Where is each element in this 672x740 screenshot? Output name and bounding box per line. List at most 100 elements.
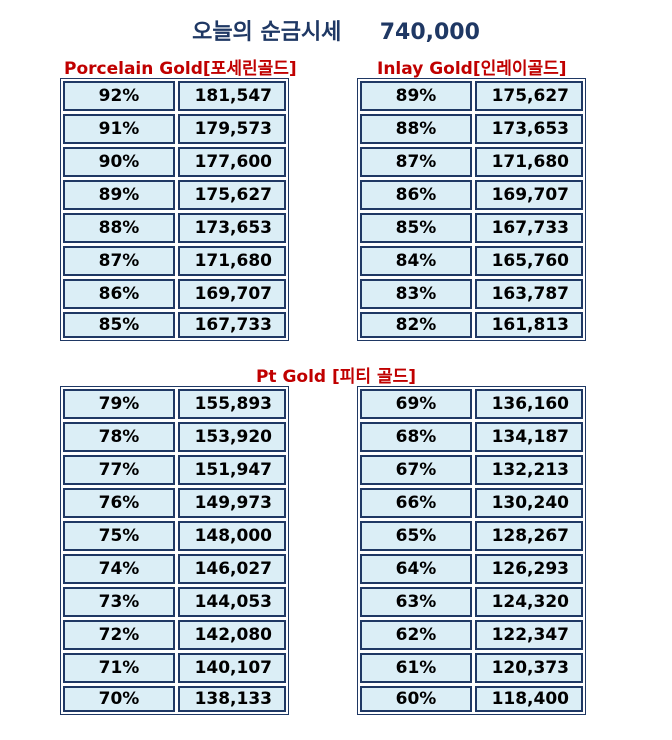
purity-cell: 88% — [360, 114, 472, 144]
purity-cell: 77% — [63, 455, 175, 485]
table-row: 62% 122,347 — [360, 620, 583, 650]
purity-cell: 73% — [63, 587, 175, 617]
table-row: 89% 175,627 — [63, 180, 286, 210]
price-cell: 177,600 — [178, 147, 286, 177]
price-cell: 122,347 — [475, 620, 583, 650]
price-cell: 151,947 — [178, 455, 286, 485]
table-row: 88% 173,653 — [63, 213, 286, 243]
purity-cell: 60% — [360, 686, 472, 712]
purity-cell: 86% — [63, 279, 175, 309]
purity-cell: 92% — [63, 81, 175, 111]
table-row: 86% 169,707 — [63, 279, 286, 309]
table-row: 85% 167,733 — [63, 312, 286, 338]
purity-cell: 66% — [360, 488, 472, 518]
table-row: 77% 151,947 — [63, 455, 286, 485]
table-row: 87% 171,680 — [63, 246, 286, 276]
table-row: 83% 163,787 — [360, 279, 583, 309]
purity-cell: 89% — [360, 81, 472, 111]
purity-cell: 87% — [360, 147, 472, 177]
price-cell: 136,160 — [475, 389, 583, 419]
page-title: 오늘의 순금시세 740,000 — [192, 20, 480, 45]
purity-cell: 63% — [360, 587, 472, 617]
table-row: 66% 130,240 — [360, 488, 583, 518]
price-cell: 169,707 — [475, 180, 583, 210]
purity-cell: 67% — [360, 455, 472, 485]
pt-gold-table-left: 79% 155,893 78% 153,920 77% 151,947 76% 149,973… — [60, 386, 289, 715]
purity-cell: 91% — [63, 114, 175, 144]
table-row: 70% 138,133 — [63, 686, 286, 712]
table-row: 75% 148,000 — [63, 521, 286, 551]
table-row: 79% 155,893 — [63, 389, 286, 419]
price-cell: 169,707 — [178, 279, 286, 309]
purity-cell: 75% — [63, 521, 175, 551]
price-cell: 120,373 — [475, 653, 583, 683]
purity-cell: 82% — [360, 312, 472, 338]
price-cell: 173,653 — [475, 114, 583, 144]
price-cell: 130,240 — [475, 488, 583, 518]
purity-cell: 74% — [63, 554, 175, 584]
table-row: 74% 146,027 — [63, 554, 286, 584]
table-row: 71% 140,107 — [63, 653, 286, 683]
purity-cell: 79% — [63, 389, 175, 419]
price-cell: 126,293 — [475, 554, 583, 584]
inlay-gold-heading: Inlay Gold[인레이골드] — [377, 59, 567, 79]
table-row: 72% 142,080 — [63, 620, 286, 650]
purity-cell: 78% — [63, 422, 175, 452]
purity-cell: 72% — [63, 620, 175, 650]
table-row: 68% 134,187 — [360, 422, 583, 452]
price-cell: 149,973 — [178, 488, 286, 518]
table-row: 78% 153,920 — [63, 422, 286, 452]
table-row: 73% 144,053 — [63, 587, 286, 617]
price-cell: 167,733 — [178, 312, 286, 338]
pt-gold-table-right: 69% 136,160 68% 134,187 67% 132,213 66% 130,240… — [357, 386, 586, 715]
price-cell: 163,787 — [475, 279, 583, 309]
purity-cell: 64% — [360, 554, 472, 584]
table-row: 82% 161,813 — [360, 312, 583, 338]
price-cell: 142,080 — [178, 620, 286, 650]
table-row: 88% 173,653 — [360, 114, 583, 144]
price-cell: 148,000 — [178, 521, 286, 551]
table-row: 89% 175,627 — [360, 81, 583, 111]
purity-cell: 65% — [360, 521, 472, 551]
purity-cell: 89% — [63, 180, 175, 210]
purity-cell: 68% — [360, 422, 472, 452]
price-cell: 161,813 — [475, 312, 583, 338]
price-cell: 179,573 — [178, 114, 286, 144]
porcelain-gold-heading: Porcelain Gold[포세린골드] — [64, 59, 297, 79]
price-cell: 173,653 — [178, 213, 286, 243]
price-cell: 118,400 — [475, 686, 583, 712]
purity-cell: 87% — [63, 246, 175, 276]
price-cell: 153,920 — [178, 422, 286, 452]
purity-cell: 61% — [360, 653, 472, 683]
table-row: 90% 177,600 — [63, 147, 286, 177]
price-cell: 171,680 — [178, 246, 286, 276]
price-cell: 171,680 — [475, 147, 583, 177]
price-cell: 175,627 — [475, 81, 583, 111]
table-row: 67% 132,213 — [360, 455, 583, 485]
price-cell: 140,107 — [178, 653, 286, 683]
table-row: 61% 120,373 — [360, 653, 583, 683]
table-row: 85% 167,733 — [360, 213, 583, 243]
purity-cell: 85% — [63, 312, 175, 338]
purity-cell: 69% — [360, 389, 472, 419]
purity-cell: 85% — [360, 213, 472, 243]
price-cell: 124,320 — [475, 587, 583, 617]
pt-gold-heading: Pt Gold [피티 골드] — [255, 367, 417, 387]
price-cell: 175,627 — [178, 180, 286, 210]
table-row: 65% 128,267 — [360, 521, 583, 551]
table-row: 64% 126,293 — [360, 554, 583, 584]
purity-cell: 90% — [63, 147, 175, 177]
price-cell: 165,760 — [475, 246, 583, 276]
porcelain-gold-table: 92% 181,547 91% 179,573 90% 177,600 89% 175,627… — [60, 78, 289, 341]
price-cell: 138,133 — [178, 686, 286, 712]
inlay-gold-table: 89% 175,627 88% 173,653 87% 171,680 86% 169,707… — [357, 78, 586, 341]
price-cell: 134,187 — [475, 422, 583, 452]
table-row: 60% 118,400 — [360, 686, 583, 712]
price-cell: 128,267 — [475, 521, 583, 551]
purity-cell: 83% — [360, 279, 472, 309]
purity-cell: 70% — [63, 686, 175, 712]
purity-cell: 62% — [360, 620, 472, 650]
table-row: 63% 124,320 — [360, 587, 583, 617]
table-row: 76% 149,973 — [63, 488, 286, 518]
price-cell: 181,547 — [178, 81, 286, 111]
